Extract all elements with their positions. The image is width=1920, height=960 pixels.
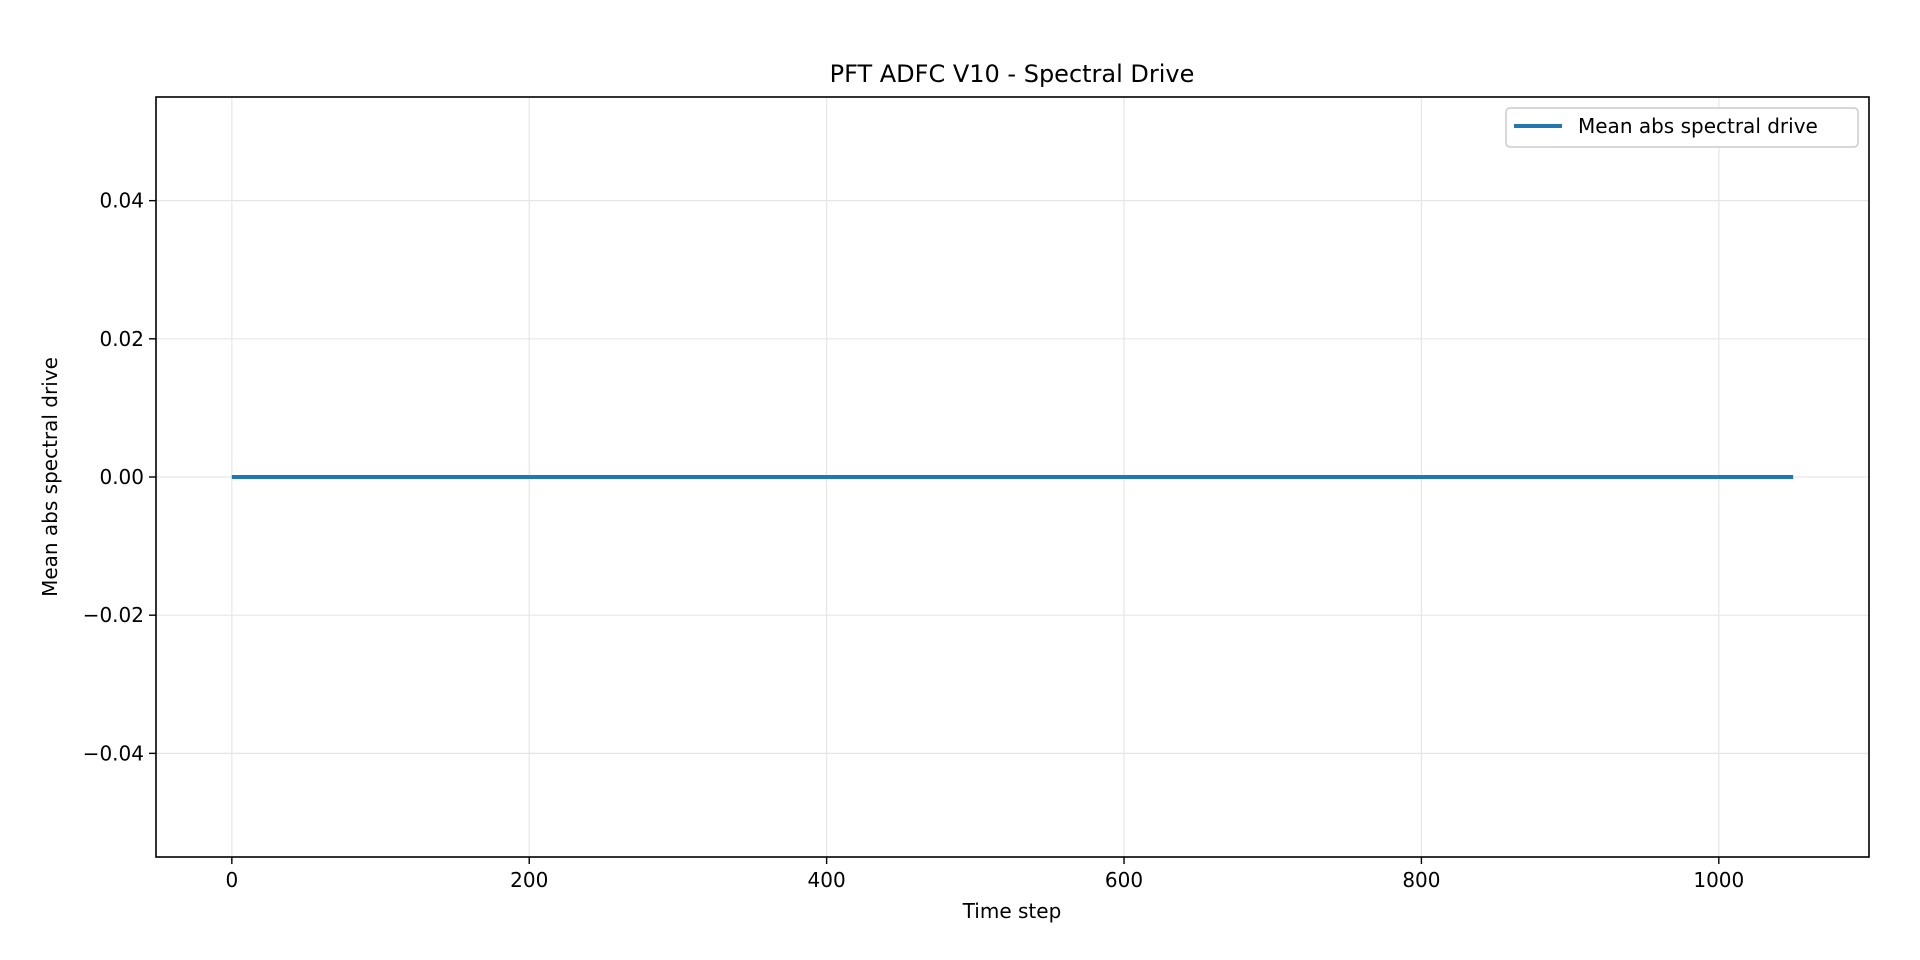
y-axis-title: Mean abs spectral drive	[38, 357, 62, 597]
x-axis-title: Time step	[962, 899, 1062, 923]
legend-label: Mean abs spectral drive	[1578, 114, 1818, 138]
x-tick-label: 200	[510, 868, 548, 892]
y-tick-label: 0.02	[99, 327, 144, 351]
y-tick-label: −0.04	[83, 741, 144, 765]
x-tick-label: 1000	[1693, 868, 1744, 892]
chart-title: PFT ADFC V10 - Spectral Drive	[830, 60, 1195, 88]
y-tick-label: −0.02	[83, 603, 144, 627]
legend: Mean abs spectral drive	[1505, 107, 1859, 148]
x-tick-label: 400	[808, 868, 846, 892]
legend-box	[1505, 107, 1859, 148]
ticks: 0 200 400 600 800 1000 −0.04 −0.02 0.00 0.02 0.04	[83, 189, 1745, 892]
x-tick-label: 0	[225, 868, 238, 892]
y-tick-label: 0.04	[99, 189, 144, 213]
y-tick-label: 0.00	[99, 465, 144, 489]
x-tick-label: 800	[1402, 868, 1440, 892]
x-tick-label: 600	[1105, 868, 1143, 892]
